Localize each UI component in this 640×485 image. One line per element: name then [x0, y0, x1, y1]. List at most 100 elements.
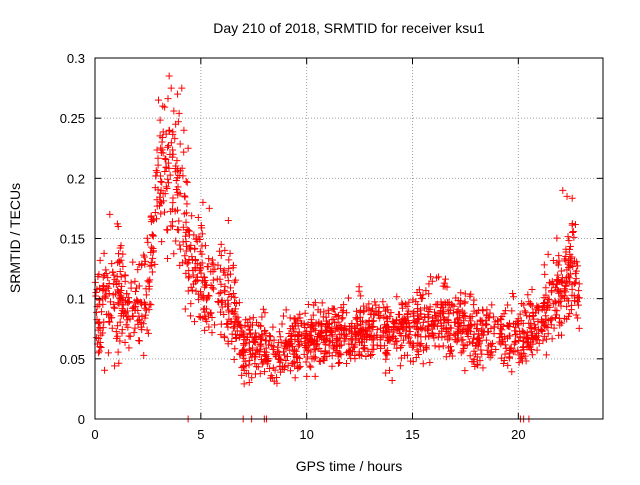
y-axis-label: SRMTID / TECUs — [7, 183, 23, 293]
data-point — [334, 325, 342, 333]
data-point — [119, 250, 127, 258]
data-point — [315, 344, 323, 352]
data-point — [342, 325, 350, 333]
data-point — [380, 313, 388, 321]
data-point — [96, 296, 104, 304]
data-point — [149, 254, 157, 262]
data-point — [351, 355, 359, 363]
data-point — [417, 339, 425, 347]
data-point — [167, 84, 175, 92]
data-point — [168, 222, 176, 230]
data-point — [100, 249, 108, 257]
data-point — [164, 255, 172, 263]
data-point — [104, 349, 112, 357]
data-point — [154, 161, 162, 169]
data-point — [476, 336, 484, 344]
data-point — [553, 234, 561, 242]
data-point — [566, 242, 574, 250]
data-point — [100, 318, 108, 326]
data-point — [572, 275, 580, 283]
data-point — [455, 320, 463, 328]
data-point — [320, 338, 328, 346]
data-point — [482, 336, 490, 344]
data-point — [447, 324, 455, 332]
data-point — [435, 329, 443, 337]
data-point — [520, 337, 528, 345]
data-point — [393, 337, 401, 345]
data-point — [508, 307, 516, 315]
data-point — [395, 310, 403, 318]
data-point — [439, 282, 447, 290]
data-point — [431, 342, 439, 350]
data-point — [121, 338, 129, 346]
data-point — [471, 362, 479, 370]
data-point — [566, 278, 574, 286]
data-point — [403, 302, 411, 310]
data-point — [181, 305, 189, 313]
data-point — [569, 229, 577, 237]
data-point — [401, 352, 409, 360]
data-point — [406, 327, 414, 335]
data-point — [156, 132, 164, 140]
data-point — [137, 300, 145, 308]
data-point — [566, 310, 574, 318]
data-point — [295, 341, 303, 349]
data-point — [355, 287, 363, 295]
data-point — [550, 280, 558, 288]
data-point — [519, 344, 527, 352]
data-point — [541, 270, 549, 278]
data-point — [124, 299, 132, 307]
data-point — [455, 327, 463, 335]
data-point — [176, 261, 184, 269]
data-point — [344, 294, 352, 302]
data-point — [225, 265, 233, 273]
data-point — [328, 352, 336, 360]
data-point — [383, 303, 391, 311]
data-point — [409, 296, 417, 304]
data-point — [303, 372, 311, 380]
data-point — [242, 370, 250, 378]
data-point — [295, 332, 303, 340]
data-point — [474, 342, 482, 350]
data-point — [276, 333, 284, 341]
data-point — [286, 346, 294, 354]
data-point — [138, 261, 146, 269]
data-point — [141, 260, 149, 268]
data-point — [209, 256, 217, 264]
data-point — [335, 312, 343, 320]
data-point — [205, 292, 213, 300]
data-point — [283, 342, 291, 350]
data-point — [492, 345, 500, 353]
data-point — [183, 226, 191, 234]
data-point — [294, 314, 302, 322]
data-point — [442, 353, 450, 361]
data-point — [112, 281, 120, 289]
data-point — [561, 286, 569, 294]
data-point — [201, 326, 209, 334]
data-point — [337, 341, 345, 349]
data-point — [450, 330, 458, 338]
data-point — [228, 307, 236, 315]
data-point — [361, 330, 369, 338]
data-point — [398, 315, 406, 323]
data-point — [563, 303, 571, 311]
data-point — [140, 253, 148, 261]
data-point — [161, 208, 169, 216]
data-point — [235, 321, 243, 329]
data-point — [337, 351, 345, 359]
data-point — [498, 354, 506, 362]
data-point — [261, 368, 269, 376]
data-point — [217, 252, 225, 260]
data-point — [225, 256, 233, 264]
data-point — [102, 291, 110, 299]
data-point — [574, 301, 582, 309]
data-point — [155, 96, 162, 104]
data-point — [149, 232, 157, 240]
data-point — [334, 359, 342, 367]
data-point — [265, 341, 273, 349]
data-point — [356, 317, 364, 325]
data-point — [183, 260, 191, 268]
data-point — [352, 315, 360, 323]
data-point — [531, 332, 539, 340]
data-point — [249, 314, 257, 322]
